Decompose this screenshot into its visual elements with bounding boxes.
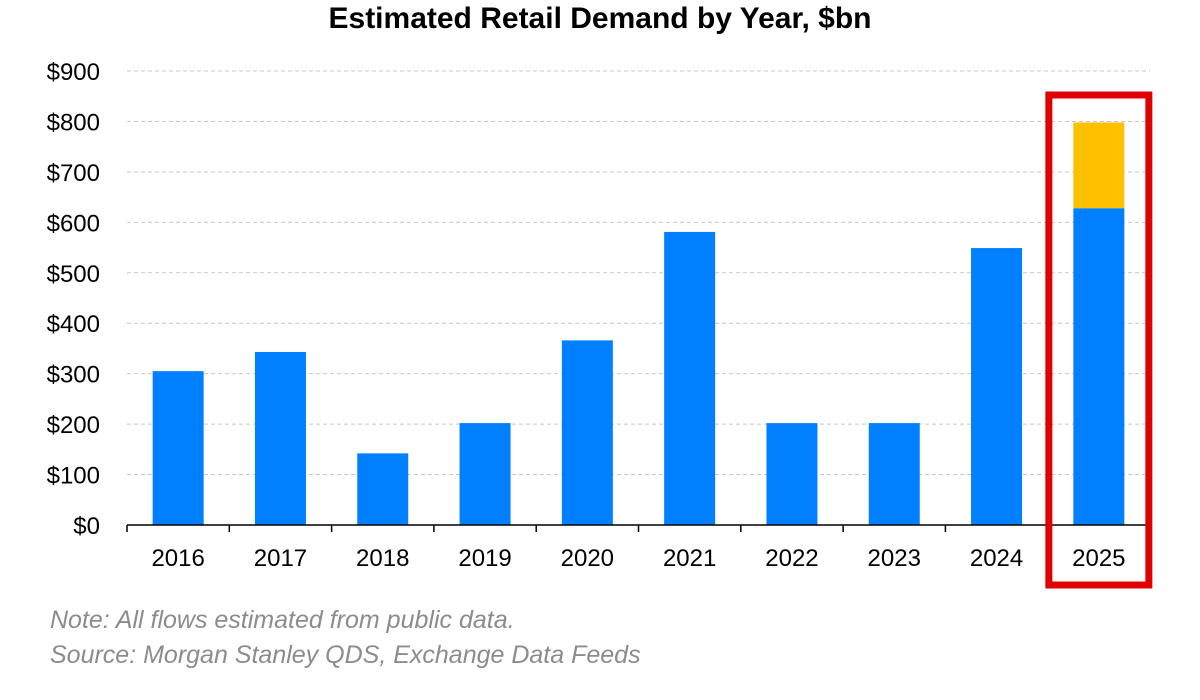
chart-title: Estimated Retail Demand by Year, $bn <box>328 2 872 35</box>
bars <box>152 122 1125 525</box>
y-tick-label: $200 <box>47 412 100 439</box>
y-tick-label: $500 <box>47 261 100 288</box>
y-tick-label: $300 <box>47 362 100 389</box>
y-tick-label: $900 <box>47 59 100 86</box>
bar-2025-series-1 <box>1073 122 1125 209</box>
x-tick-label: 2022 <box>765 545 818 572</box>
x-tick-label: 2023 <box>868 545 921 572</box>
bar-2016-series-0 <box>152 371 204 525</box>
bar-2023-series-0 <box>868 423 920 525</box>
chart-note: Note: All flows estimated from public da… <box>50 606 515 634</box>
bar-2024-series-0 <box>971 248 1023 525</box>
x-tick-label: 2016 <box>151 545 204 572</box>
y-tick-label: $100 <box>47 463 100 490</box>
highlight-box <box>1045 91 1153 589</box>
axes <box>126 524 1151 532</box>
x-tick-label: 2020 <box>561 545 614 572</box>
y-tick-label: $0 <box>73 513 100 540</box>
x-tick-label: 2021 <box>663 545 716 572</box>
x-tick-label: 2024 <box>970 545 1023 572</box>
bar-2020-series-0 <box>561 340 613 525</box>
chart-source: Source: Morgan Stanley QDS, Exchange Dat… <box>50 641 641 669</box>
x-tick-label: 2025 <box>1072 545 1125 572</box>
y-tick-label: $700 <box>47 160 100 187</box>
x-tick-label: 2017 <box>254 545 307 572</box>
bar-2021-series-0 <box>664 231 716 525</box>
tick-labels: $0 $100 $200 $300 $400 $500 $600 $700 $800 $900 20… <box>47 59 1126 572</box>
bar-2018-series-0 <box>357 453 409 525</box>
bar-2017-series-0 <box>254 351 306 525</box>
highlight-box-layer <box>1045 91 1153 589</box>
x-tick-label: 2018 <box>356 545 409 572</box>
bar-2025-series-0 <box>1073 208 1125 525</box>
y-tick-label: $400 <box>47 311 100 338</box>
bar-2022-series-0 <box>766 423 818 525</box>
y-tick-label: $800 <box>47 109 100 136</box>
x-tick-label: 2019 <box>458 545 511 572</box>
bar-chart: $0 $100 $200 $300 $400 $500 $600 $700 $800 $900 20… <box>47 59 1153 589</box>
y-tick-label: $600 <box>47 210 100 237</box>
bar-2019-series-0 <box>459 423 511 525</box>
